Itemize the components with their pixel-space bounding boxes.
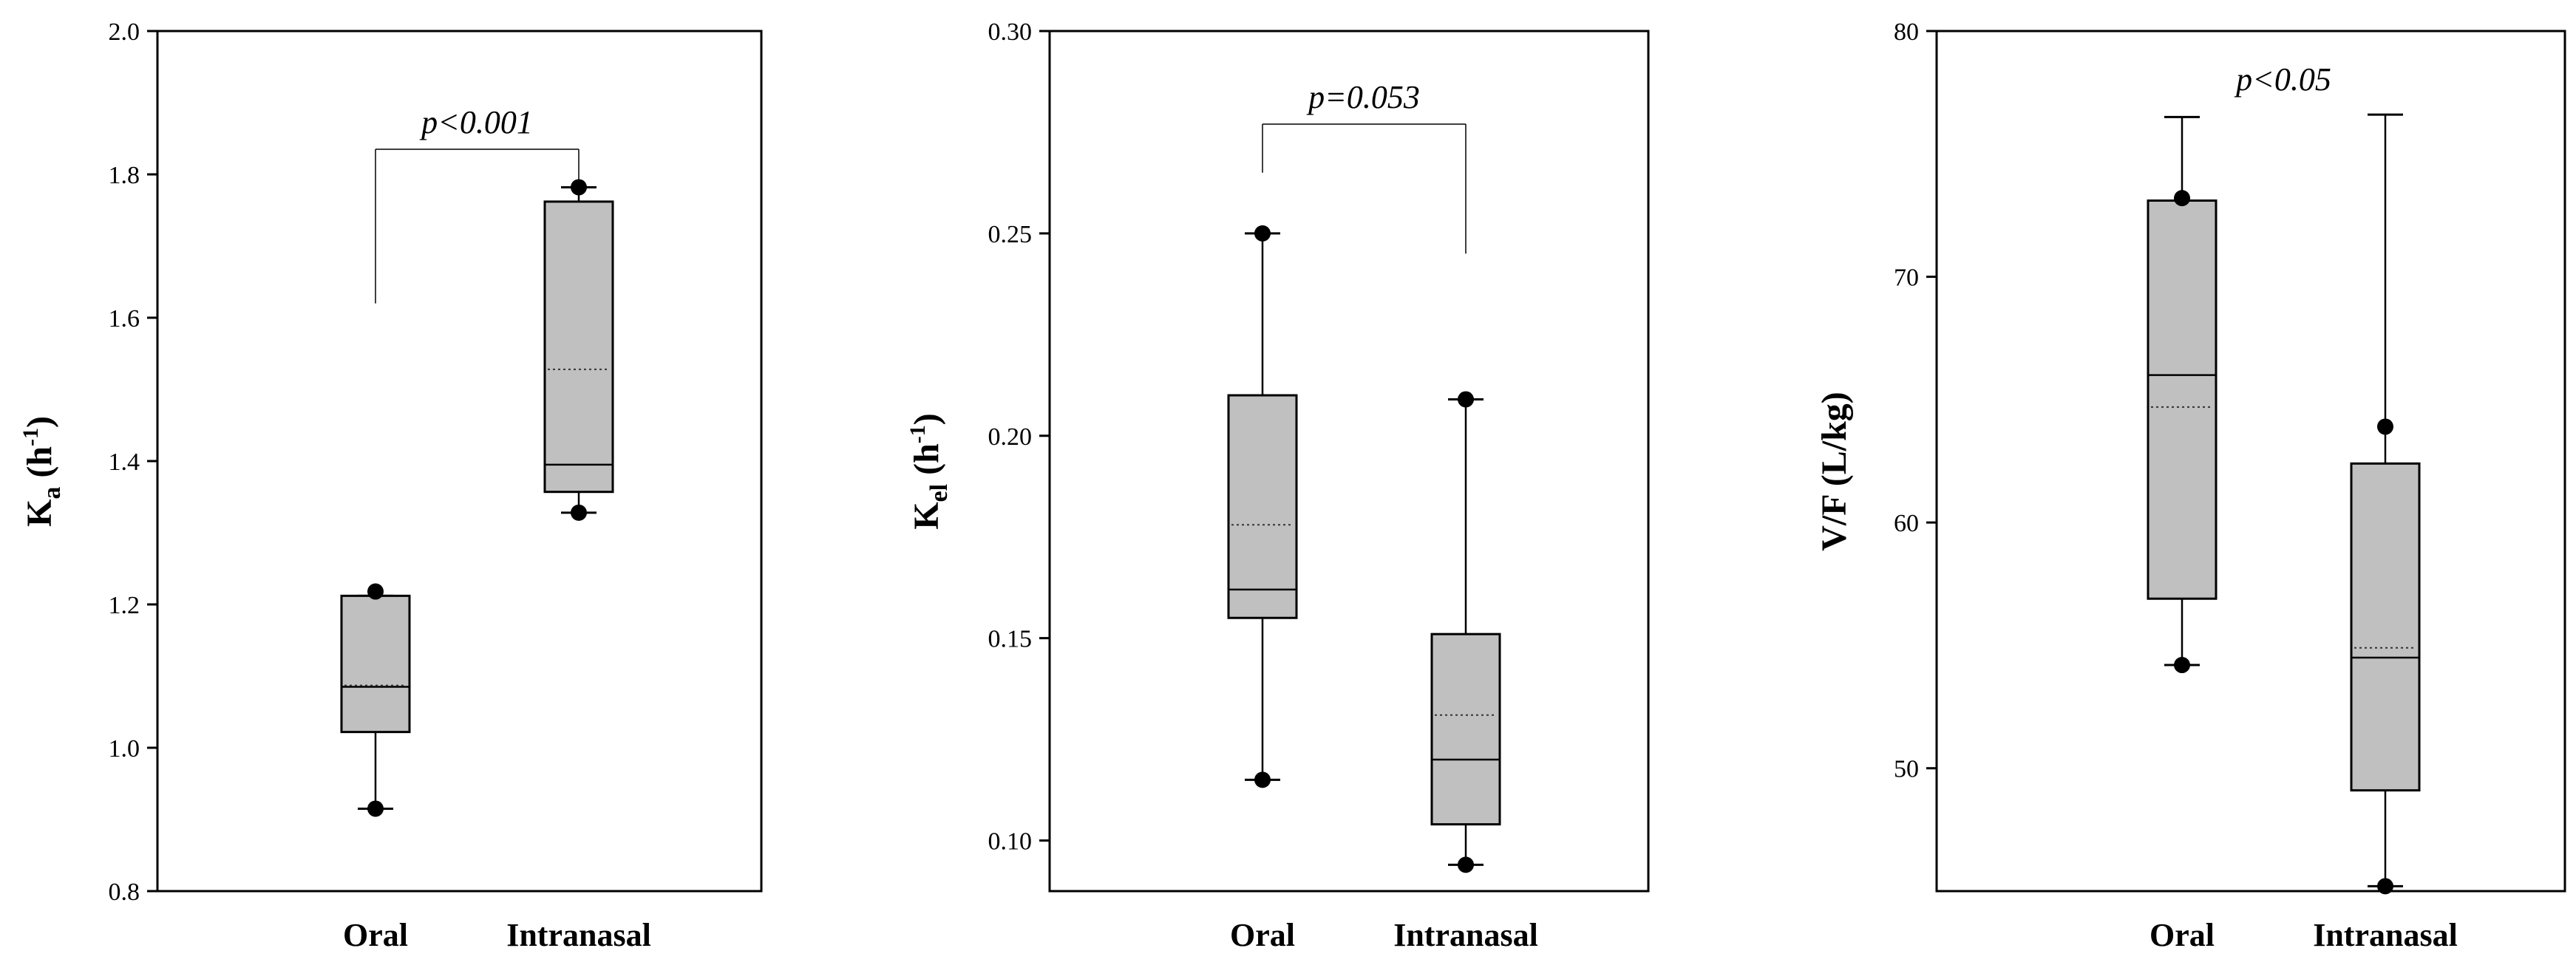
box-intranasal xyxy=(1430,391,1501,873)
plot-frame xyxy=(156,30,763,893)
y-tick-label: 1.0 xyxy=(109,735,140,763)
panel-2: 0.10 0.15 0.20 0.25 0.30 Kel (h-1) Oral Intrana… xyxy=(905,18,1650,953)
iqr-box xyxy=(340,594,411,734)
y-tick-label: 0.15 xyxy=(988,626,1033,653)
plot-frame xyxy=(1048,30,1650,893)
category-label-oral: Oral xyxy=(343,917,408,953)
iqr-box xyxy=(2147,199,2218,600)
outlier-point xyxy=(1458,391,1474,408)
outlier-point xyxy=(2377,418,2393,435)
outlier-point xyxy=(2174,657,2190,674)
y-axis-label: V/F (L/kg) xyxy=(1815,392,1854,551)
y-tick-label: 0.25 xyxy=(988,221,1033,248)
y-tick-label: 1.8 xyxy=(109,162,140,189)
p-value-label: p<0.05 xyxy=(2234,61,2331,98)
outlier-point xyxy=(2174,190,2190,207)
y-tick-label: 0.8 xyxy=(109,879,140,906)
panel-3: 50 60 70 80 V/F (L/kg) Oral Intranasal p<0.05 xyxy=(1815,18,2566,953)
panel-1: 0.8 1.0 1.2 1.4 1.6 1.8 2.0 Ka (h-1) Oral Intrana… xyxy=(18,18,763,953)
iqr-box xyxy=(2350,462,2421,792)
outlier-point xyxy=(1254,225,1271,242)
category-label-intranasal: Intranasal xyxy=(2313,917,2458,953)
iqr-box xyxy=(543,200,614,494)
box-oral xyxy=(2147,115,2218,674)
significance-annotation: p<0.05 xyxy=(2181,61,2386,253)
y-axis-label: Ka (h-1) xyxy=(18,416,66,527)
outlier-point xyxy=(367,800,384,817)
y-tick-label: 1.4 xyxy=(109,449,140,476)
y-tick-label: 80 xyxy=(1894,18,1919,46)
outlier-point xyxy=(2377,878,2393,895)
category-label-oral: Oral xyxy=(2150,917,2215,953)
box-intranasal xyxy=(543,179,614,521)
y-tick-label: 60 xyxy=(1894,510,1919,537)
plot-frame xyxy=(1935,30,2566,893)
y-tick-label: 70 xyxy=(1894,265,1919,292)
outlier-point xyxy=(1458,856,1474,873)
outlier-point xyxy=(571,504,587,521)
iqr-box xyxy=(1430,632,1501,826)
category-label-intranasal: Intranasal xyxy=(1393,917,1538,953)
outlier-point xyxy=(1254,771,1271,788)
y-tick-label: 2.0 xyxy=(109,18,140,46)
iqr-box xyxy=(1227,394,1298,619)
p-value-label: p<0.001 xyxy=(419,104,533,140)
y-tick-label: 0.30 xyxy=(988,18,1033,46)
y-tick-label: 1.2 xyxy=(109,592,140,619)
category-label-oral: Oral xyxy=(1230,917,1295,953)
box-oral xyxy=(340,583,411,817)
outlier-point xyxy=(367,583,384,600)
significance-annotation: p=0.053 xyxy=(1262,79,1467,254)
y-axis-label: Kel (h-1) xyxy=(905,413,953,530)
category-label-intranasal: Intranasal xyxy=(506,917,651,953)
y-tick-label: 50 xyxy=(1894,756,1919,783)
box-intranasal xyxy=(2350,113,2421,895)
y-tick-label: 0.20 xyxy=(988,423,1033,451)
p-value-label: p=0.053 xyxy=(1306,79,1420,115)
y-tick-label: 0.10 xyxy=(988,828,1033,856)
significance-annotation: p<0.001 xyxy=(375,104,580,304)
box-oral xyxy=(1227,225,1298,788)
outlier-point xyxy=(571,179,587,196)
y-tick-label: 1.6 xyxy=(109,305,140,333)
